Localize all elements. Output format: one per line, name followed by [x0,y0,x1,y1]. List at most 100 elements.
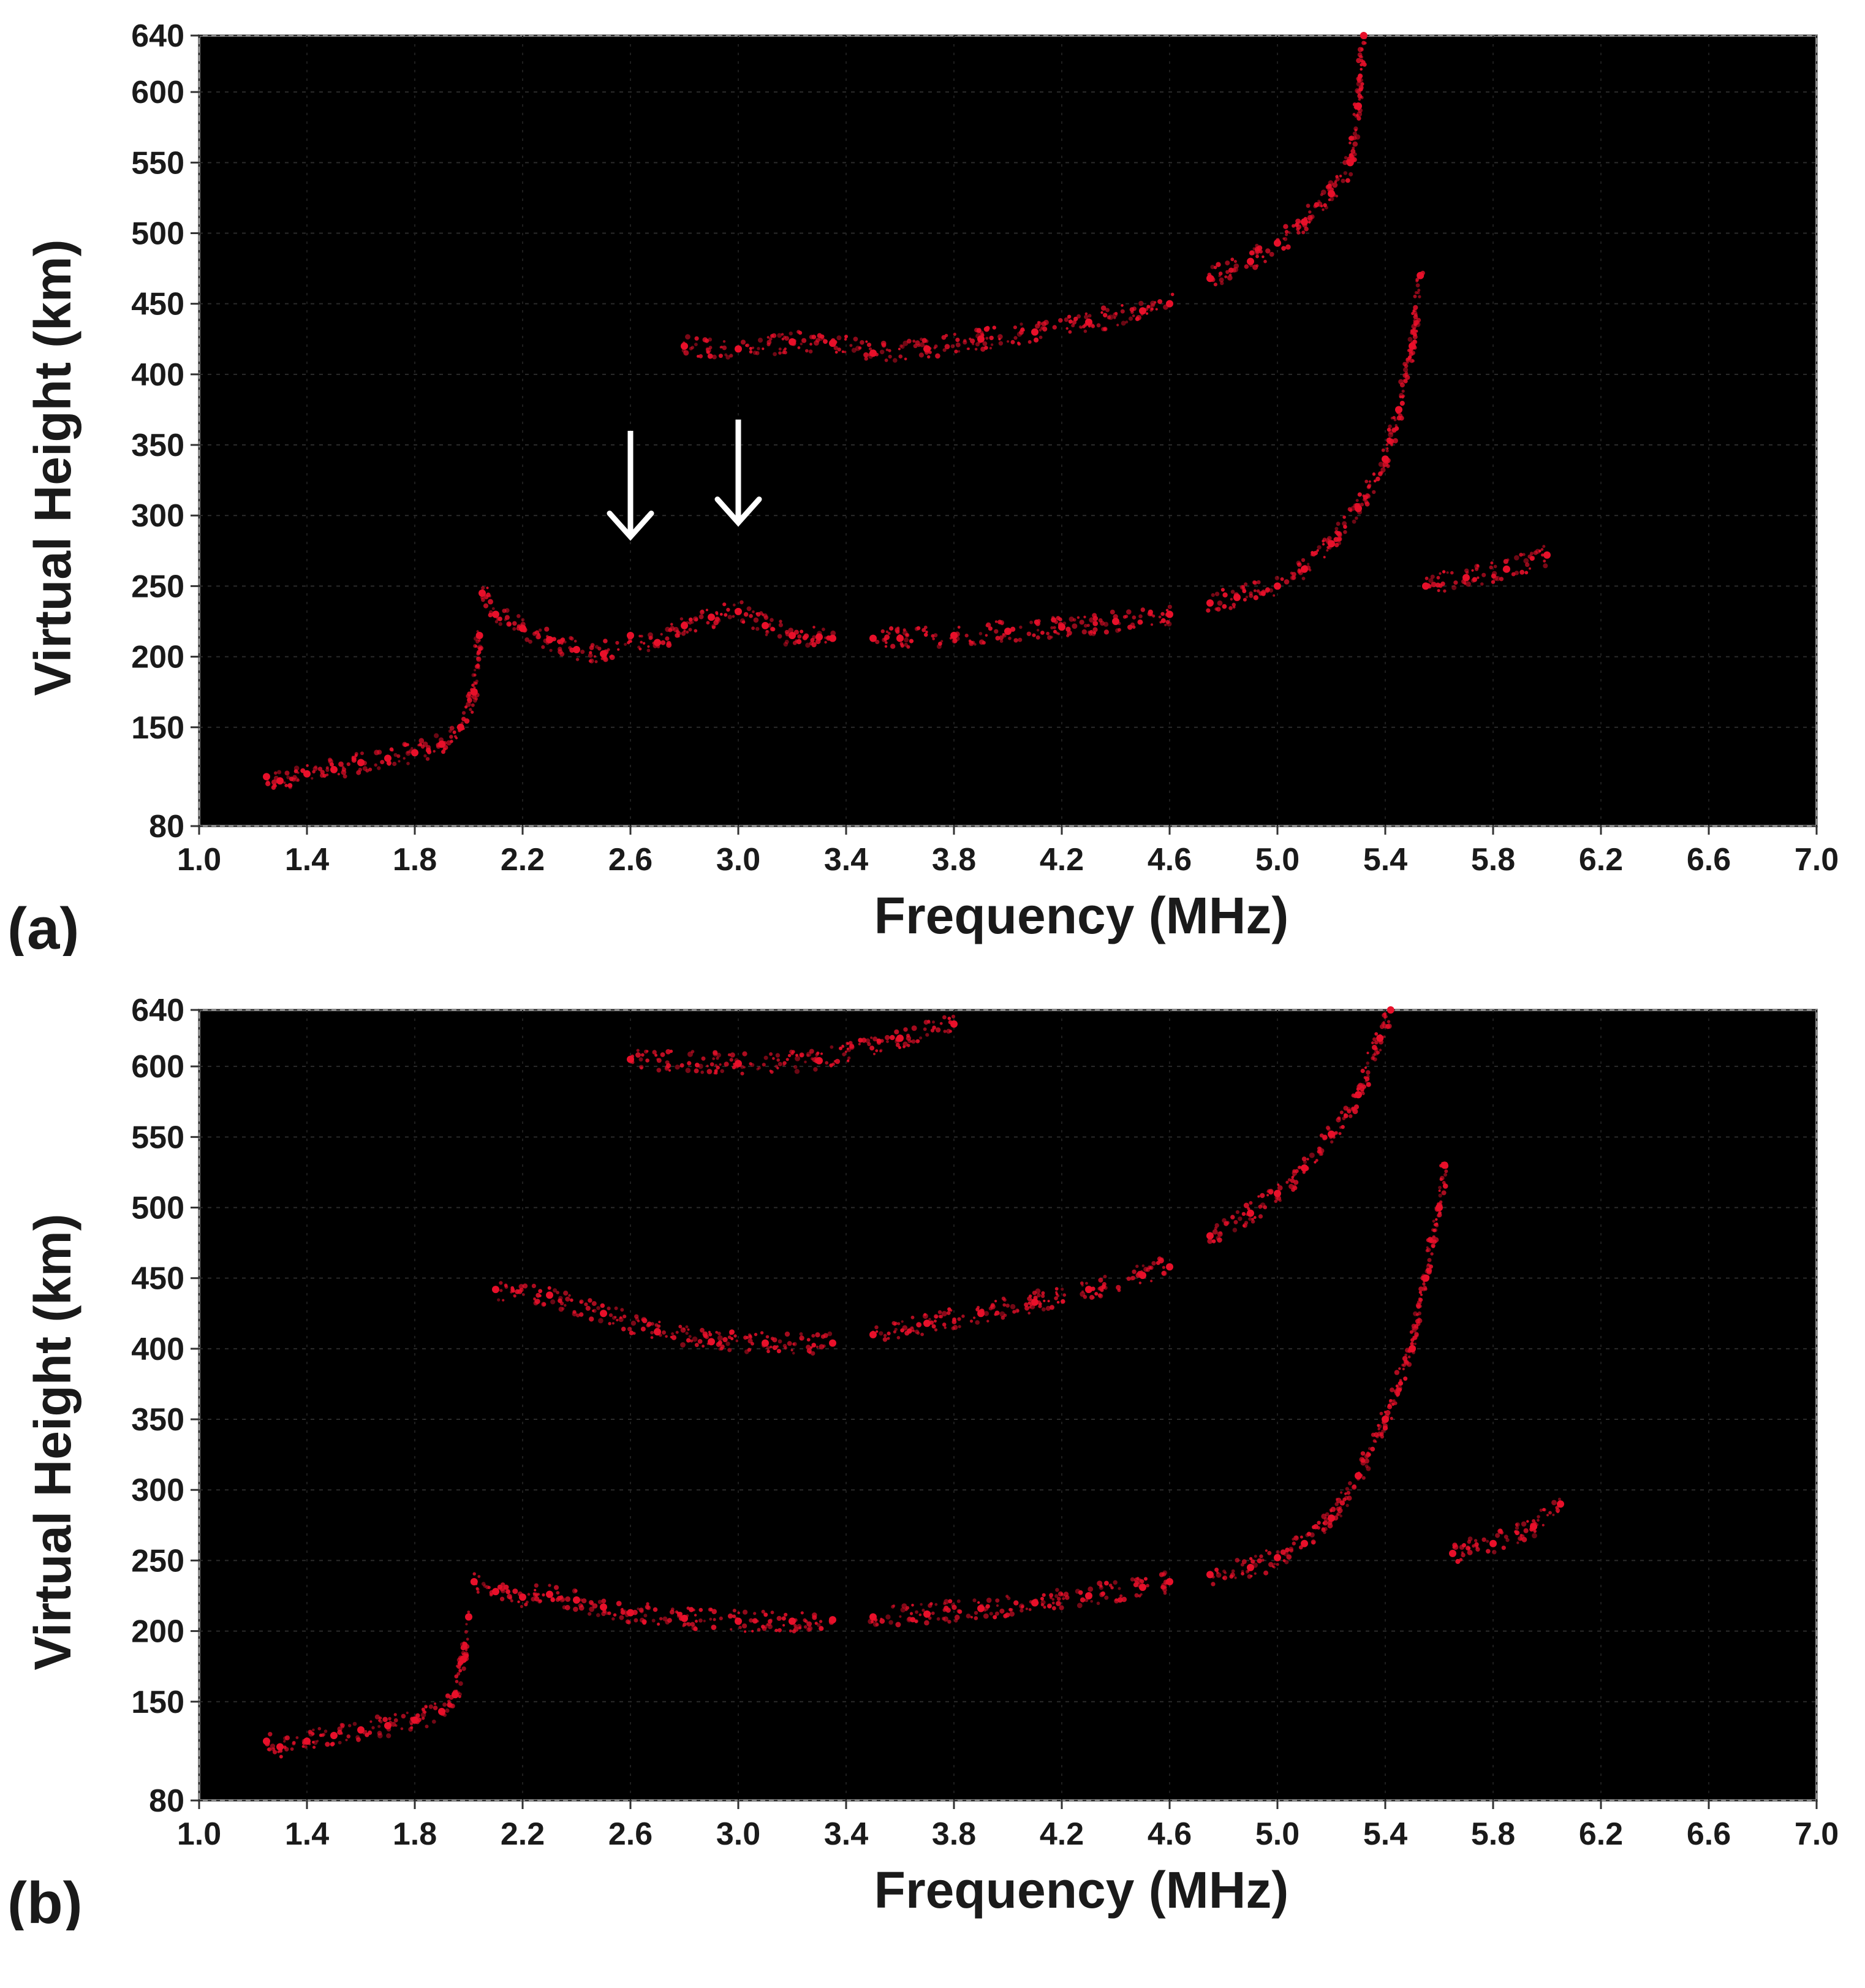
echo-dot [595,645,599,649]
echo-dot [958,1609,963,1614]
echo-dot [713,1618,716,1622]
echo-dot [1243,1202,1249,1208]
echo-dot [472,690,475,693]
echo-dot [1265,1549,1268,1552]
echo-dot [1381,448,1385,452]
echo-dot [839,1046,842,1050]
echo-dot [1163,1579,1168,1585]
echo-dot [1143,1267,1149,1272]
echo-dot [957,1317,961,1321]
echo-dot [1126,609,1132,615]
echo-dot [611,1617,615,1621]
echo-dot [660,640,666,645]
echo-dot [1040,326,1044,330]
echo-dot [869,1045,875,1051]
echo-dot [812,1615,817,1620]
echo-dot [875,1623,879,1626]
echo-dot [594,660,598,664]
echo-dot [1413,332,1417,336]
echo-dot [1349,135,1355,141]
echo-dot [1333,1136,1336,1139]
echo-dot [642,642,646,645]
echo-dot [830,343,833,347]
echo-dot [911,1025,917,1031]
echo-dot [1426,1238,1431,1242]
echo-dot [679,617,684,621]
echo-dot [749,1335,752,1339]
echo-dot [1542,545,1546,548]
echo-dot [1381,1022,1385,1026]
echo-dot [978,1605,982,1609]
echo-dot [804,1060,807,1064]
x-tick-label: 7.0 [1795,842,1839,878]
echo-dot [570,1298,573,1302]
echo-dot [685,1068,691,1073]
echo-dot [1059,623,1062,626]
echo-dot [1442,570,1446,574]
echo-dot [665,1335,668,1338]
echo-trace-6 [869,1256,1173,1342]
echo-dot [705,1335,709,1340]
echo-dot [494,1290,497,1293]
x-tick-label: 5.8 [1471,842,1515,878]
echo-dot [410,747,414,750]
echo-dot [905,633,909,637]
echo-dot [754,1332,758,1337]
echo-dot [564,1604,570,1611]
echo-dot [790,1349,793,1352]
echo-dot [757,1628,761,1632]
echo-dot [1326,539,1331,545]
echo-dot [1342,1117,1346,1120]
echo-dot [1054,1287,1059,1291]
x-tick-label: 5.4 [1363,1816,1407,1852]
echo-dot [388,1717,392,1721]
echo-dot [887,632,891,635]
echo-dot [948,1020,953,1025]
echo-dot [1377,1427,1380,1431]
echo-dot [1322,543,1325,546]
echo-dot [648,636,653,640]
echo-dot [795,1055,801,1061]
echo-dot [1399,382,1405,388]
echo-dot [1155,308,1158,311]
echo-dot [308,1742,311,1745]
echo-dot [1426,583,1431,588]
echo-dot [990,1304,994,1308]
echo-dot [700,610,705,615]
echo-dot [809,343,812,346]
echo-point [1557,1500,1564,1508]
echo-dot [903,1027,908,1032]
echo-dot [830,630,836,636]
echo-dot [1321,189,1326,195]
echo-dot [474,645,478,648]
echo-dot [1349,141,1352,145]
echo-dot [1437,589,1440,593]
echo-dot [1057,632,1061,635]
echo-dot [1383,1012,1387,1016]
echo-dot [1330,1140,1334,1144]
echo-dot [1543,560,1546,563]
echo-dot [1363,1076,1367,1079]
echo-dot [1344,1492,1347,1495]
echo-dot [1103,313,1108,317]
echo-dot [1519,569,1525,575]
echo-dot [1225,260,1230,266]
echo-dot [685,1325,689,1329]
echo-dot [1287,1178,1292,1182]
echo-dot [1522,553,1526,556]
echo-dot [1040,1599,1046,1605]
echo-dot [346,1734,351,1739]
echo-dot [473,681,476,684]
echo-dot [461,711,466,715]
echo-dot [1337,537,1340,541]
echo-dot [909,639,914,643]
echo-point [1166,610,1173,618]
echo-dot [1241,1572,1244,1576]
echo-dot [1490,561,1494,565]
echo-dot [1354,129,1358,132]
echo-dot [1390,1416,1393,1421]
echo-dot [337,773,341,776]
echo-dot [806,1053,810,1057]
echo-dot [1338,1132,1342,1136]
echo-dot [1158,615,1162,619]
